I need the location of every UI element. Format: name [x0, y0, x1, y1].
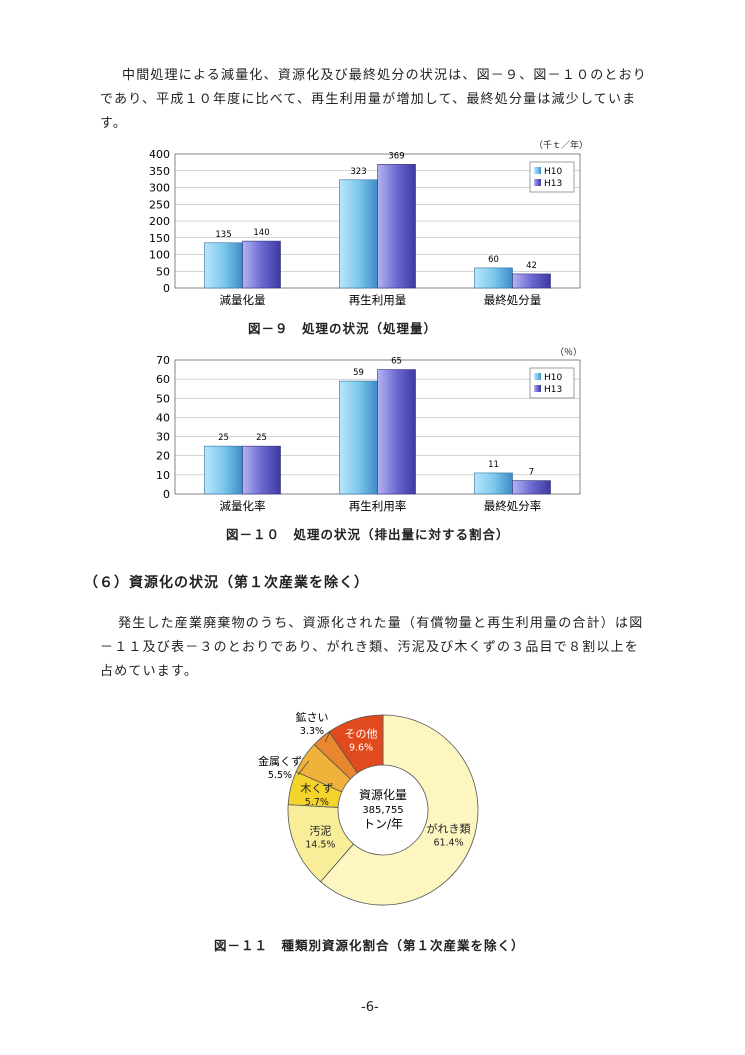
- intro-line-3: す。: [100, 116, 128, 131]
- y-tick-label: 300: [149, 182, 170, 195]
- bar-H10: [474, 472, 513, 495]
- y-tick-label: 150: [149, 232, 170, 245]
- center-label-line3: トン/年: [363, 817, 403, 831]
- bar-H10: [339, 380, 378, 495]
- y-tick-label: 350: [149, 165, 170, 178]
- data-label: 60: [488, 255, 499, 265]
- bar-H13: [512, 480, 551, 495]
- bar-H13: [242, 445, 281, 495]
- slice-label: その他: [345, 727, 378, 740]
- data-label: 25: [256, 433, 267, 443]
- y-tick-label: 20: [156, 450, 170, 463]
- data-label: 59: [353, 368, 364, 378]
- section-heading: （６）資源化の状況（第１次産業を除く）: [84, 575, 369, 591]
- fig9-caption: 図－９ 処理の状況（処理量）: [248, 321, 438, 336]
- data-label: 369: [388, 151, 404, 161]
- page-number: -6-: [361, 1000, 379, 1015]
- y-tick-label: 70: [156, 354, 170, 367]
- legend-swatch: [534, 179, 541, 186]
- legend-swatch: [534, 167, 541, 174]
- y-tick-label: 0: [163, 282, 170, 295]
- legend-label: H10: [544, 373, 562, 383]
- data-label: 7: [529, 468, 534, 478]
- y-tick-label: 250: [149, 198, 170, 211]
- fig9-unit: （千ｔ／年）: [534, 141, 589, 151]
- center-label-line1: 資源化量: [359, 788, 407, 802]
- center-label-line2: 385,755: [362, 805, 403, 816]
- bar-H13: [242, 240, 281, 289]
- section-line-1: 発生した産業廃棄物のうち、資源化された量（有償物量と再生利用量の合計）は図: [118, 616, 644, 631]
- bar-H10: [474, 267, 513, 289]
- legend-swatch: [534, 385, 541, 392]
- data-label: 65: [391, 357, 402, 367]
- bar-H13: [377, 369, 416, 495]
- slice-label: がれき類: [427, 822, 471, 836]
- bar-H10: [339, 179, 378, 289]
- figure-9-chart: 0 50 100 150 200 250 300 350 400 減量化量 135 140 再生利用量 3…: [149, 148, 581, 307]
- fig10-unit: （％）: [555, 348, 583, 358]
- x-tick-label: 再生利用量: [349, 293, 407, 307]
- slice-label: 木くず: [300, 782, 333, 795]
- intro-line-1: 中間処理による減量化、資源化及び最終処分の状況は、図－９、図－１０のとおり: [122, 68, 648, 83]
- donut-slice: [328, 714, 384, 774]
- donut-slice: [320, 714, 479, 906]
- legend-label: H13: [544, 179, 562, 189]
- data-label: 11: [488, 460, 499, 470]
- figure-10-chart: 0 10 20 30 40 50 60 70 減量化率 25 25 再生利用率 59 65 最終処分率 11 7…: [156, 354, 581, 513]
- bar-H13: [377, 164, 416, 289]
- slice-percent: 61.4%: [433, 838, 463, 849]
- y-tick-label: 10: [156, 469, 170, 482]
- slice-percent: 14.5%: [305, 839, 335, 850]
- y-tick-label: 50: [156, 392, 170, 405]
- data-label: 140: [253, 228, 269, 238]
- data-label: 42: [526, 261, 537, 271]
- fig10-caption: 図－１０ 処理の状況（排出量に対する割合）: [226, 527, 510, 542]
- bar-H13: [512, 273, 551, 289]
- legend-label: H10: [544, 167, 562, 177]
- slice-percent: 9.6%: [349, 742, 373, 753]
- x-tick-label: 最終処分量: [484, 293, 542, 307]
- y-tick-label: 40: [156, 411, 170, 424]
- data-label: 25: [218, 433, 229, 443]
- intro-line-2: であり、平成１０年度に比べて、再生利用量が増加して、最終処分量は減少していま: [100, 92, 637, 107]
- slice-percent: 5.5%: [268, 770, 292, 781]
- slice-percent: 5.7%: [305, 797, 329, 808]
- slice-label: 汚泥: [309, 824, 331, 837]
- x-tick-label: 減量化率: [220, 499, 266, 513]
- legend-label: H13: [544, 385, 562, 395]
- bar-H10: [204, 242, 243, 289]
- data-label: 135: [215, 230, 231, 240]
- legend-swatch: [534, 373, 541, 380]
- section-paragraph: 発生した産業廃棄物のうち、資源化された量（有償物量と再生利用量の合計）は図 －１…: [100, 612, 700, 684]
- y-tick-label: 50: [156, 265, 170, 278]
- intro-paragraph: 中間処理による減量化、資源化及び最終処分の状況は、図－９、図－１０のとおり であ…: [100, 64, 700, 136]
- bar-H10: [204, 445, 243, 495]
- section-line-3: 占めています。: [100, 664, 199, 679]
- y-tick-label: 400: [149, 148, 170, 161]
- leader-line: [297, 760, 310, 776]
- leader-line: [324, 730, 331, 743]
- y-tick-label: 30: [156, 431, 170, 444]
- y-tick-label: 200: [149, 215, 170, 228]
- slice-percent: 3.3%: [300, 726, 324, 737]
- y-tick-label: 0: [163, 488, 170, 501]
- slice-label: 鉱さい: [296, 710, 329, 724]
- x-tick-label: 再生利用率: [349, 499, 407, 513]
- y-tick-label: 100: [149, 249, 170, 262]
- y-tick-label: 60: [156, 373, 170, 386]
- fig11-caption: 図－１１ 種類別資源化割合（第１次産業を除く）: [214, 938, 525, 953]
- data-label: 323: [350, 167, 366, 177]
- slice-label: 金属くず: [258, 754, 302, 768]
- x-tick-label: 最終処分率: [484, 499, 542, 513]
- x-tick-label: 減量化量: [220, 293, 266, 307]
- section-line-2: －１１及び表－３のとおりであり、がれき類、汚泥及び木くずの３品目で８割以上を: [100, 640, 639, 655]
- figure-11-donut-chart: がれき類 61.4% 汚泥 14.5% 木くず 5.7% その他 9.6% 金属くず 5.5% 鉱さ…: [258, 710, 479, 906]
